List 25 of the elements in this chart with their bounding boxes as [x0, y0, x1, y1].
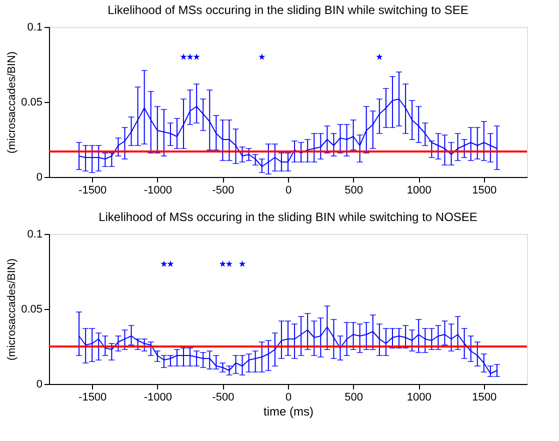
- chart-title: Likelihood of MSs occuring in the sliding BIN while switching to SEE: [108, 3, 468, 17]
- x-tick-label: -500: [212, 184, 234, 196]
- y-tick-label: 0.1: [27, 22, 42, 34]
- y-tick-label: 0: [36, 172, 42, 184]
- y-tick-label: 0: [36, 378, 42, 390]
- x-tick-label: -1500: [78, 392, 107, 404]
- y-axis-title: (microsaccades/BIN): [6, 258, 18, 361]
- x-tick-label: 500: [344, 392, 363, 404]
- x-tick-label: 0: [285, 392, 292, 404]
- x-tick-label: -1500: [78, 184, 107, 196]
- x-tick-label: -1000: [144, 184, 172, 196]
- y-tick-label: 0.05: [21, 304, 42, 316]
- x-tick-label: -500: [212, 392, 234, 404]
- y-tick-label: 0.05: [21, 96, 42, 108]
- x-tick-label: 1000: [406, 392, 432, 404]
- y-axis-title: (microsaccades/BIN): [6, 51, 18, 154]
- x-tick-label: 1500: [472, 392, 497, 404]
- x-axis-title: time (ms): [264, 404, 314, 418]
- x-tick-label: 0: [285, 184, 292, 196]
- x-tick-label: -1000: [144, 392, 172, 404]
- x-tick-label: 1000: [406, 184, 432, 196]
- y-tick-label: 0.1: [27, 228, 42, 240]
- x-tick-label: 500: [344, 184, 363, 196]
- chart-title: Likelihood of MSs occuring in the sliding BIN while switching to NOSEE: [98, 210, 478, 224]
- x-tick-label: 1500: [472, 184, 497, 196]
